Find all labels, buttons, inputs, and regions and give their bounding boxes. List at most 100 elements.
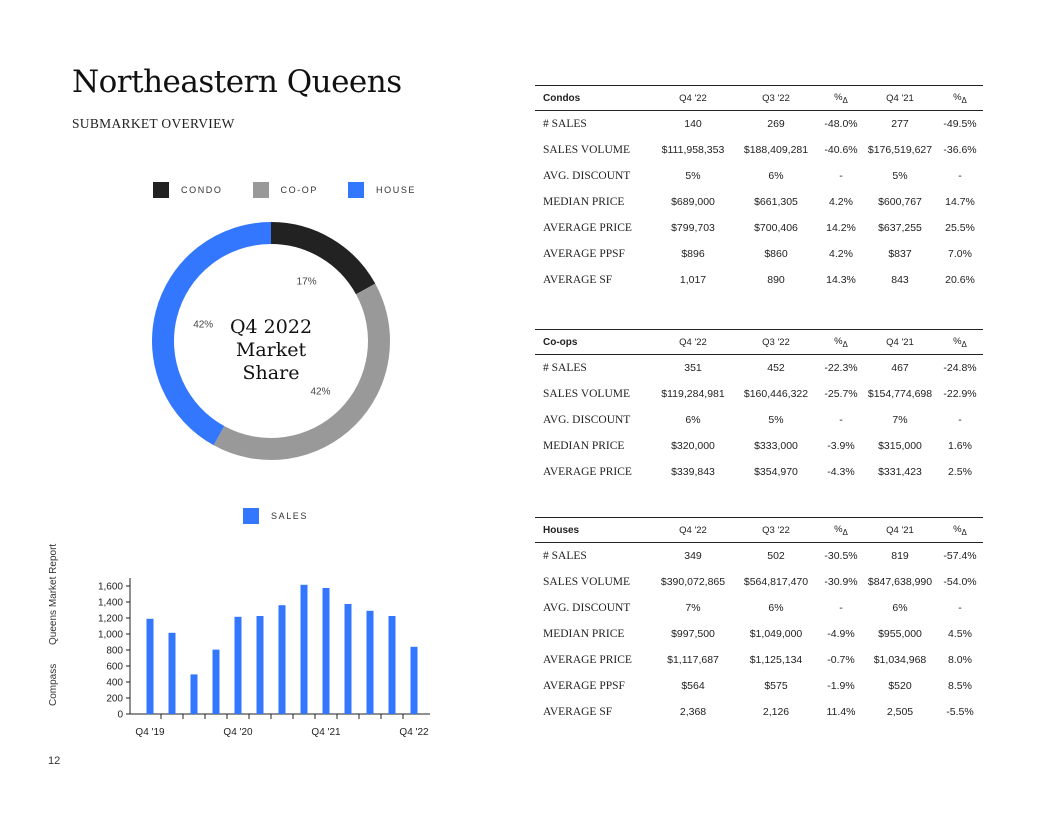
table-row: AVERAGE PPSF $564 $575 -1.9% $520 8.5% [535,673,983,699]
table-cell: 890 [767,274,785,286]
column-header: Q3 '22 [733,85,819,111]
table-cell: 5% [768,414,784,426]
column-header: Q4 '21 [863,517,937,543]
percent-sign: % [834,91,843,103]
percent-sign: % [834,335,843,347]
page-subtitle: SUBMARKET OVERVIEW [72,116,235,131]
row-label: MEDIAN PRICE [543,628,625,640]
row-label: SALES VOLUME [543,388,631,400]
row-label: AVERAGE PPSF [543,680,625,692]
legend-swatch-sales [243,508,259,524]
table-cell: 2,505 [886,706,914,718]
table-cell: $689,000 [671,196,715,208]
table-row: AVERAGE PRICE $339,843 $354,970 -4.3% $331,4… [535,459,983,485]
table-cell: -3.9% [827,440,855,452]
table-cell: 2,368 [679,706,707,718]
column-header: Q4 '21 [863,329,937,355]
table-cell: 2,126 [762,706,790,718]
table-cell: $331,423 [878,466,922,478]
donut-slice-label: 17% [297,277,317,288]
table-cell: 6% [768,602,784,614]
table-cell: $600,767 [878,196,922,208]
bar [300,584,308,714]
table-cell: 4.2% [829,248,853,260]
donut-center-text: Share [243,362,300,384]
donut-center-text: Market [236,339,307,361]
delta-symbol: Δ [842,339,848,349]
table-header: Co-ops Q4 '22 Q3 '22 %Δ Q4 '21 %Δ [535,329,983,355]
percent-sign: % [834,523,843,535]
table-row: MEDIAN PRICE $320,000 $333,000 -3.9% $315,00… [535,433,983,459]
legend-swatch [153,182,169,198]
table-cell: 4.2% [829,196,853,208]
table-cell: 7% [892,414,908,426]
legend-swatch [252,182,269,198]
table-cell: $315,000 [878,440,922,452]
condos-table: Condos Q4 '22 Q3 '22 %Δ Q4 '21 %Δ # SALES 140 26… [535,85,983,293]
table-row: AVG. DISCOUNT 6% 5% - 7% - [535,407,983,433]
percent-sign: % [953,523,962,535]
table-cell: -54.0% [943,576,977,588]
bar [146,618,154,714]
bar [366,610,374,714]
table-name: Condos [535,85,653,111]
table-cell: $520 [888,680,912,692]
table-cell: -48.0% [824,118,858,130]
table-cell: $119,284,981 [661,388,725,400]
table-cell: $847,638,990 [867,576,933,588]
table-cell: $188,409,281 [743,144,809,156]
table-cell: $661,305 [754,196,798,208]
table-cell: -40.6% [824,144,858,156]
row-label: AVERAGE SF [543,274,613,286]
table-cell: 6% [768,170,784,182]
legend-label: CONDO [181,185,223,195]
table-row: MEDIAN PRICE $997,500 $1,049,000 -4.9% $955,… [535,621,983,647]
bar-legend: SALES [243,508,338,524]
table-row: AVERAGE SF 1,017 890 14.3% 843 20.6% [535,267,983,293]
table-row: SALES VOLUME $390,072,865 $564,817,470 -30.… [535,569,983,595]
table-cell: 140 [684,118,702,130]
donut-slice-house [152,222,272,446]
table-row: AVERAGE PRICE $799,703 $700,406 14.2% $637,2… [535,215,983,241]
delta-symbol: Δ [842,95,848,105]
legend-swatch [348,182,365,198]
table-cell: -57.4% [943,550,977,562]
x-tick-label: Q4 '19 [135,727,165,738]
column-header: Q4 '22 [653,85,733,111]
row-label: # SALES [543,362,587,374]
column-header: Q3 '22 [733,329,819,355]
table-cell: $154,774,698 [867,388,933,400]
column-header: Q3 '22 [733,517,819,543]
y-tick-label: 0 [117,710,123,721]
y-tick-label: 400 [106,678,123,689]
y-tick-label: 600 [106,662,123,673]
table-cell: $564,817,470 [743,576,809,588]
x-tick-label: Q4 '21 [311,727,341,738]
table-cell: 502 [767,550,785,562]
table-cell: $320,000 [671,440,715,452]
column-header: Q4 '21 [863,85,937,111]
table-cell: $637,255 [878,222,922,234]
table-cell: $575 [764,680,788,692]
row-label: # SALES [543,550,587,562]
row-label: MEDIAN PRICE [543,196,625,208]
delta-symbol: Δ [961,527,967,537]
table-cell: $564 [681,680,705,692]
x-tick-label: Q4 '20 [223,727,253,738]
brand-name: Compass [48,663,59,706]
table-cell: -22.3% [824,362,858,374]
donut-slice-condo [270,222,376,295]
table-cell: $160,446,322 [743,388,809,400]
table-cell: -4.9% [827,628,855,640]
column-header: %Δ [819,85,863,111]
legend-item-condo: CONDO [153,182,223,198]
table-cell: - [839,414,843,426]
table-cell: 14.2% [826,222,856,234]
table-cell: 14.3% [826,274,856,286]
percent-sign: % [953,91,962,103]
table-cell: $837 [888,248,912,260]
table-cell: $700,406 [754,222,798,234]
report-name: Queens Market Report [48,543,59,645]
legend-label-sales: SALES [271,511,309,521]
table-cell: $896 [681,248,705,260]
